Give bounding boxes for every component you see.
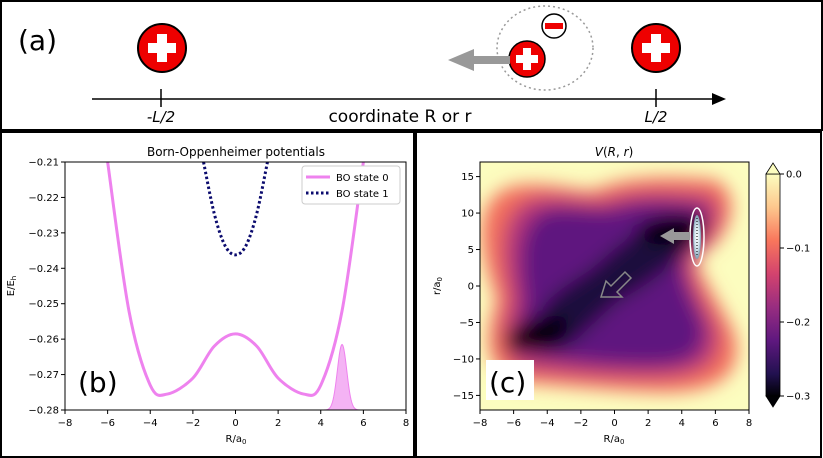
diagonal-arrow-icon bbox=[599, 270, 633, 298]
motion-arrow-icon bbox=[660, 228, 690, 244]
wavepacket-density bbox=[322, 343, 361, 410]
ytick-label: −0.24 bbox=[28, 264, 59, 275]
panel-b-label: (b) bbox=[78, 366, 118, 399]
xtick-label: −6 bbox=[100, 418, 115, 429]
colorbar-extend-bottom bbox=[765, 395, 781, 408]
series-bo-state-0 bbox=[106, 162, 365, 397]
xtick-label: 6 bbox=[712, 418, 718, 429]
chart-c-yticks: 15 10 5 0 −5 −10 −15 bbox=[453, 172, 480, 402]
panel-a-frame bbox=[0, 0, 823, 131]
panel-c-frame bbox=[415, 131, 822, 458]
ytick-label: −0.27 bbox=[28, 370, 59, 381]
chart-c-xlabel: R/a0 bbox=[604, 434, 625, 446]
ytick-label: −0.25 bbox=[28, 299, 59, 310]
xtick-label: −8 bbox=[473, 418, 488, 429]
xtick-label: 2 bbox=[275, 418, 281, 429]
ytick-label: −15 bbox=[453, 391, 474, 402]
tick-left-label: -L/2 bbox=[147, 108, 175, 126]
nucleus-right-icon bbox=[631, 23, 681, 73]
ytick-label: 15 bbox=[461, 172, 474, 183]
ytick-label: −0.21 bbox=[28, 158, 59, 169]
motion-arrow-icon bbox=[448, 49, 510, 71]
chart-b-axes bbox=[64, 161, 407, 411]
panel-b: Born-Oppenheimer potentials R/a0 E/Eh −0… bbox=[0, 131, 415, 458]
xtick-label: 0 bbox=[611, 418, 617, 429]
axis-arrowhead-icon bbox=[712, 93, 726, 105]
ytick-label: 0 bbox=[468, 282, 474, 293]
xtick-label: 0 bbox=[232, 418, 238, 429]
xtick-label: −4 bbox=[143, 418, 158, 429]
ytick-label: −0.22 bbox=[28, 193, 59, 204]
ytick-label: −10 bbox=[453, 354, 474, 365]
axis-label: coordinate R or r bbox=[328, 107, 471, 127]
ytick-label: −5 bbox=[459, 318, 474, 329]
xtick-label: −4 bbox=[540, 418, 555, 429]
chart-c-xticks: −8 −6 −4 −2 0 2 4 6 8 bbox=[473, 410, 752, 429]
colorbar-tick-label: −0.2 bbox=[786, 318, 810, 329]
xtick-label: −2 bbox=[574, 418, 589, 429]
xtick-label: 2 bbox=[645, 418, 651, 429]
chart-b-ylabel: E/Eh bbox=[6, 276, 18, 296]
xtick-label: 6 bbox=[360, 418, 366, 429]
xtick-label: 4 bbox=[318, 418, 324, 429]
colorbar: 0.0 −0.1 −0.2 −0.3 bbox=[765, 162, 810, 408]
chart-b-yticks: −0.21 −0.22 −0.23 −0.24 −0.25 −0.26 −0.27 −0.28 bbox=[28, 158, 65, 417]
ytick-label: 10 bbox=[461, 209, 474, 220]
nucleus-moving-icon bbox=[508, 40, 546, 78]
xtick-label: 4 bbox=[679, 418, 685, 429]
legend-b: BO state 0 BO state 1 bbox=[301, 165, 401, 205]
panel-b-label-bg bbox=[75, 363, 123, 403]
panel-c-label: (c) bbox=[489, 366, 526, 399]
chart-b-xticks: −8 −6 −4 −2 0 2 4 6 8 bbox=[58, 410, 409, 429]
nucleus-left-icon bbox=[137, 23, 187, 73]
legend-label-state-1: BO state 1 bbox=[336, 189, 389, 200]
chart-b-xlabel: R/a0 bbox=[226, 434, 247, 446]
xtick-label: 8 bbox=[403, 418, 409, 429]
colorbar-tick-label: −0.1 bbox=[786, 244, 810, 255]
panel-a: (a) -L/2 L/2 coordinate R or r bbox=[0, 0, 823, 131]
xtick-label: −8 bbox=[58, 418, 73, 429]
colorbar-extend-top bbox=[765, 162, 781, 175]
ytick-label: −0.28 bbox=[28, 406, 59, 417]
xtick-label: −2 bbox=[186, 418, 201, 429]
panel-b-frame bbox=[0, 131, 415, 458]
xtick-label: −6 bbox=[506, 418, 521, 429]
ytick-label: −0.23 bbox=[28, 228, 59, 239]
chart-c-axes bbox=[479, 161, 750, 411]
panel-a-label: (a) bbox=[18, 24, 57, 57]
panel-c-label-bg bbox=[486, 360, 534, 400]
chart-c-ylabel: r/a0 bbox=[432, 277, 444, 295]
chart-b-title: Born-Oppenheimer potentials bbox=[147, 145, 325, 159]
colorbar-ticks: 0.0 −0.1 −0.2 −0.3 bbox=[780, 170, 810, 403]
tick-right-label: L/2 bbox=[645, 108, 668, 126]
ytick-label: 5 bbox=[468, 245, 474, 256]
colorbar-tick-label: −0.3 bbox=[786, 392, 810, 403]
electron-icon bbox=[541, 13, 567, 39]
legend-label-state-0: BO state 0 bbox=[336, 173, 389, 184]
colorbar-tick-label: 0.0 bbox=[786, 170, 802, 181]
orbital-boundary bbox=[496, 5, 594, 91]
ytick-label: −0.26 bbox=[28, 335, 59, 346]
chart-c-title: V(R, r) bbox=[595, 145, 634, 159]
series-bo-state-1 bbox=[202, 162, 269, 257]
xtick-label: 8 bbox=[746, 418, 752, 429]
